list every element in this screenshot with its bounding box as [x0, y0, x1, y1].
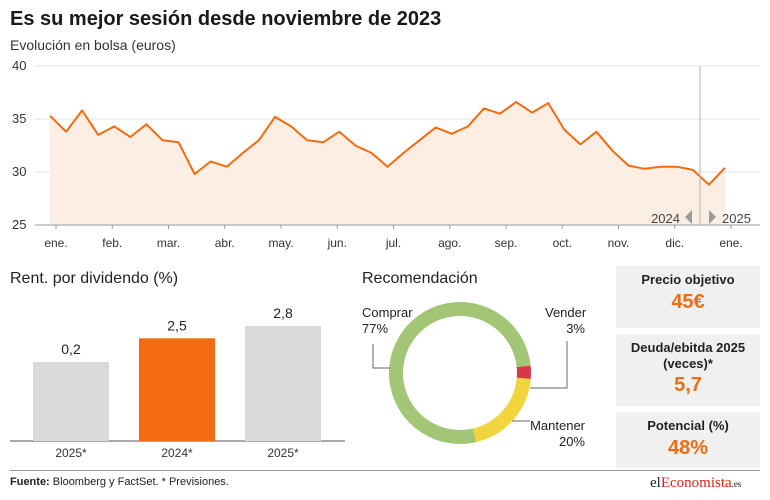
price-line [49, 101, 726, 186]
x-tick-label-8: sep. [495, 236, 518, 250]
target-price-value: 45€ [671, 291, 705, 313]
x-tick-label-0: ene. [44, 236, 67, 250]
logo-part-c: .es [731, 479, 742, 489]
debt-ebitda-label: Deuda/ebitda 2025 (veces)* [630, 340, 746, 371]
year-label-2024: 2024 [651, 211, 680, 226]
mantener-value: 20% [558, 434, 585, 449]
y-tick-label-0: 25 [12, 217, 26, 232]
year-arrow-right-icon [709, 210, 716, 224]
mantener-name: Mantener [530, 418, 585, 433]
mantener-label: Mantener 20% [530, 418, 585, 450]
bar-value-label-2: 2,8 [273, 305, 293, 321]
potential-card: Potencial (%) 48% [616, 412, 760, 468]
year-label-2025: 2025 [722, 211, 751, 226]
comprar-leader-line [372, 344, 390, 369]
vender-label: Vender 3% [545, 305, 587, 337]
recommendation-donut-chart [372, 302, 568, 444]
target-price-label: Precio objetivo [641, 272, 735, 287]
bar-value-label-0: 0,2 [61, 341, 81, 357]
x-tick-label-10: nov. [608, 236, 630, 250]
potential-value: 48% [667, 437, 709, 459]
x-tick-label-9: oct. [553, 236, 572, 250]
vender-name: Vender [545, 305, 587, 320]
target-price-card: Precio objetivo 45€ [616, 266, 760, 328]
debt-ebitda-value: 5,7 [674, 374, 702, 396]
stock-line-chart: 25 30 35 40 ene. feb. mar. abr. may. jun. jul. ago.… [12, 58, 760, 250]
dividend-section-title: Rent. por dividendo (%) [10, 270, 179, 287]
debt-ebitda-card: Deuda/ebitda 2025 (veces)* 5,7 [616, 334, 760, 406]
chart-title: Es su mejor sesión desde noviembre de 20… [10, 8, 442, 30]
year-arrow-left-icon [685, 210, 692, 224]
x-tick-label-7: ago. [438, 236, 461, 250]
vender-value: 3% [566, 321, 585, 336]
source-note: Fuente: Bloomberg y FactSet. * Prevision… [10, 476, 229, 488]
logo-part-b: Economista [660, 475, 732, 491]
dividend-bar-chart: 0,2 2025* 2,5 2024* 2,8 2025* [10, 305, 345, 460]
x-tick-label-6: jul. [385, 236, 401, 250]
dividend-bar-2 [245, 326, 321, 441]
publisher-logo: elEconomista.es [650, 475, 741, 492]
comprar-name: Comprar [362, 305, 413, 320]
donut-slice-mantener [472, 377, 531, 443]
y-tick-label-1: 30 [12, 164, 26, 179]
bar-category-label-2: 2025* [267, 446, 299, 460]
logo-part-a: el [650, 475, 661, 491]
x-tick-label-2: mar. [157, 236, 180, 250]
x-tick-label-5: jun. [327, 236, 347, 250]
donut-slice-comprar [389, 302, 531, 444]
recommendation-section-title: Recomendación [362, 270, 478, 287]
bar-value-label-1: 2,5 [167, 317, 187, 333]
comprar-label: Comprar 77% [362, 305, 413, 337]
dividend-bar-1 [139, 338, 215, 441]
comprar-value: 77% [362, 321, 389, 336]
x-tick-label-3: abr. [215, 236, 235, 250]
x-tick-label-1: feb. [102, 236, 122, 250]
y-tick-label-2: 35 [12, 111, 26, 126]
source-label: Fuente: [10, 476, 50, 488]
bar-category-label-0: 2025* [55, 446, 87, 460]
y-tick-label-3: 40 [12, 58, 26, 73]
x-tick-label-11: dic. [665, 236, 684, 250]
x-tick-label-4: may. [268, 236, 293, 250]
dividend-bar-0 [33, 362, 109, 441]
chart-subtitle: Evolución en bolsa (euros) [10, 37, 176, 53]
potential-label: Potencial (%) [647, 418, 729, 433]
bar-category-label-1: 2024* [161, 446, 193, 460]
source-text: Bloomberg y FactSet. * Previsiones. [49, 476, 229, 488]
price-area [50, 102, 725, 225]
vender-leader-line [530, 341, 568, 389]
footer-divider [10, 470, 760, 471]
x-tick-label-12: ene. [719, 236, 742, 250]
